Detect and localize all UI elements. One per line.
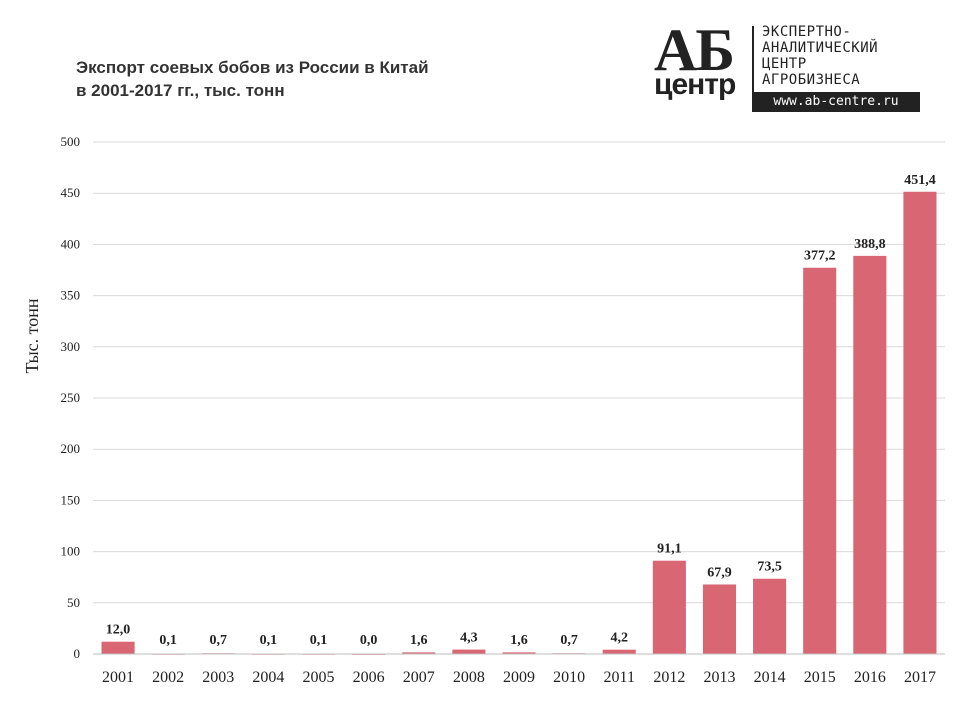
x-tick-label: 2003 [202, 669, 234, 686]
x-tick-label: 2010 [553, 669, 585, 686]
value-label-2005: 0,1 [310, 633, 328, 648]
value-label-2003: 0,7 [210, 633, 228, 648]
chart-title: Экспорт соевых бобов из России в Китай в… [76, 56, 429, 102]
x-tick-label: 2006 [353, 669, 385, 686]
value-label-2017: 451,4 [904, 173, 936, 188]
y-tick-label: 50 [67, 595, 80, 610]
value-label-2008: 4,3 [460, 631, 478, 646]
bar-2001 [101, 641, 135, 654]
bar-2012 [652, 560, 686, 654]
y-axis-ticks: 0 50 100 150 200 250 300 350 400 450 500 [61, 134, 81, 661]
bar-2015 [803, 267, 837, 654]
x-tick-label: 2007 [403, 669, 435, 686]
logo-line-3: ЦЕНТР [762, 56, 807, 72]
bar-2008 [452, 649, 486, 654]
value-label-2011: 4,2 [610, 631, 628, 646]
value-label-2015: 377,2 [804, 249, 836, 264]
bars [101, 191, 937, 655]
y-tick-label: 450 [61, 185, 81, 200]
logo-url: www.ab-centre.ru [752, 92, 920, 112]
y-tick-label: 200 [61, 441, 81, 456]
x-tick-label: 2011 [604, 669, 635, 686]
x-tick-label: 2013 [703, 669, 735, 686]
ab-centre-logo: АБ центр ЭКСПЕРТНО- АНАЛИТИЧЕСКИЙ ЦЕНТР … [652, 17, 922, 114]
logo-divider [752, 26, 754, 112]
x-tick-label: 2005 [303, 669, 335, 686]
x-tick-label: 2016 [854, 669, 886, 686]
value-labels: 12,0 0,1 0,7 0,1 0,1 0,0 1,6 4,3 1,6 0,7 4,2 91,1 67… [106, 173, 936, 648]
gridlines [93, 141, 945, 604]
x-tick-label: 2014 [754, 669, 786, 686]
value-label-2001: 12,0 [106, 623, 131, 638]
y-tick-label: 500 [61, 134, 81, 149]
logo-line-2: АНАЛИТИЧЕСКИЙ [762, 40, 879, 56]
y-tick-label: 300 [61, 339, 81, 354]
y-tick-label: 100 [61, 544, 81, 559]
logo-line-4: АГРОБИЗНЕСА [762, 72, 861, 88]
bar-2017 [903, 191, 937, 654]
y-tick-label: 250 [61, 390, 81, 405]
logo-line-1: ЭКСПЕРТНО- [762, 24, 852, 40]
y-tick-label: 400 [61, 236, 81, 251]
chart-title-line-1: Экспорт соевых бобов из России в Китай [76, 58, 429, 77]
value-label-2009: 1,6 [510, 633, 528, 648]
x-tick-label: 2001 [102, 669, 134, 686]
logo-mark-centr: центр [654, 68, 736, 101]
value-label-2006: 0,0 [360, 633, 378, 648]
value-label-2010: 0,7 [560, 633, 578, 648]
value-label-2004: 0,1 [260, 633, 278, 648]
x-tick-label: 2017 [904, 669, 936, 686]
bar-2016 [853, 255, 887, 654]
logo-org-name: ЭКСПЕРТНО- АНАЛИТИЧЕСКИЙ ЦЕНТР АГРОБИЗНЕ… [762, 24, 878, 88]
value-label-2012: 91,1 [657, 542, 682, 557]
bar-2014 [753, 578, 787, 654]
value-label-2016: 388,8 [854, 237, 886, 252]
value-label-2007: 1,6 [410, 633, 428, 648]
x-tick-label: 2008 [453, 669, 485, 686]
value-label-2013: 67,9 [707, 565, 732, 580]
bar-2007 [402, 652, 436, 654]
y-tick-label: 350 [61, 288, 81, 303]
y-tick-label: 150 [61, 492, 81, 507]
x-tick-label: 2015 [804, 669, 836, 686]
bar-2011 [602, 649, 636, 654]
x-axis-ticks: 2001 2002 2003 2004 2005 2006 2007 2008 2009 2010… [102, 669, 936, 686]
y-axis-label: Тыс. тонн [22, 298, 42, 373]
y-tick-label: 0 [74, 646, 81, 661]
bar-2013 [702, 584, 737, 654]
value-label-2014: 73,5 [757, 560, 782, 575]
bar-2009 [502, 652, 536, 654]
x-tick-label: 2004 [252, 669, 284, 686]
x-tick-label: 2012 [653, 669, 685, 686]
x-tick-label: 2002 [152, 669, 184, 686]
logo-mark: АБ центр [652, 17, 748, 114]
value-label-2002: 0,1 [159, 633, 177, 648]
logo-mark-ab: АБ [654, 17, 735, 83]
chart-title-line-2: в 2001-2017 гг., тыс. тонн [76, 81, 285, 100]
x-tick-label: 2009 [503, 669, 535, 686]
